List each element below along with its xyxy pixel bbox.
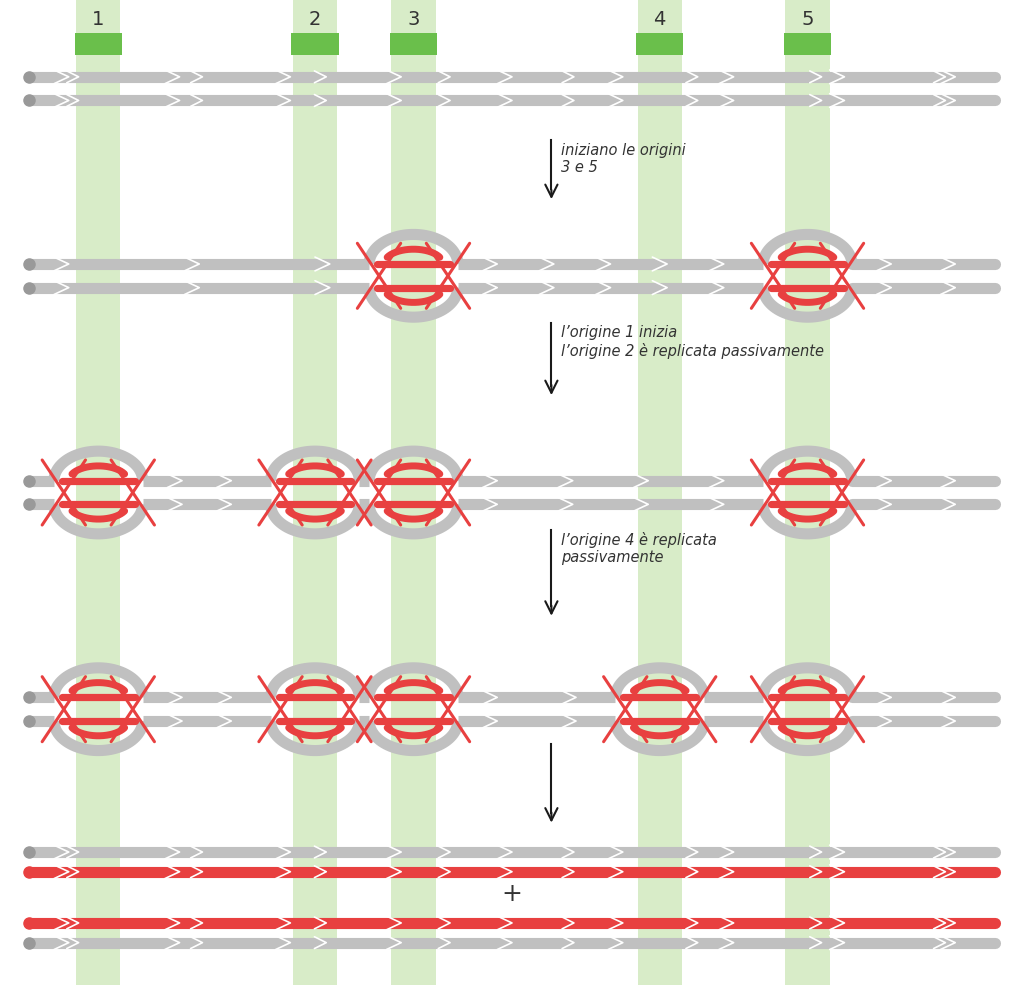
FancyBboxPatch shape [293,0,337,985]
FancyBboxPatch shape [785,0,829,985]
Text: 5: 5 [801,10,814,30]
FancyBboxPatch shape [638,0,682,985]
FancyBboxPatch shape [783,33,831,55]
FancyBboxPatch shape [292,33,339,55]
FancyBboxPatch shape [75,33,122,55]
Text: l’origine 1 inizia
l’origine 2 è replicata passivamente: l’origine 1 inizia l’origine 2 è replica… [561,325,824,359]
FancyBboxPatch shape [390,33,437,55]
Text: 2: 2 [309,10,322,30]
Text: 4: 4 [653,10,666,30]
FancyBboxPatch shape [391,0,435,985]
Text: iniziano le origini
3 e 5: iniziano le origini 3 e 5 [561,143,686,175]
Text: 3: 3 [408,10,420,30]
Text: 1: 1 [92,10,104,30]
Text: +: + [502,883,522,906]
Text: l’origine 4 è replicata
passivamente: l’origine 4 è replicata passivamente [561,532,717,565]
FancyBboxPatch shape [76,0,121,985]
FancyBboxPatch shape [636,33,683,55]
